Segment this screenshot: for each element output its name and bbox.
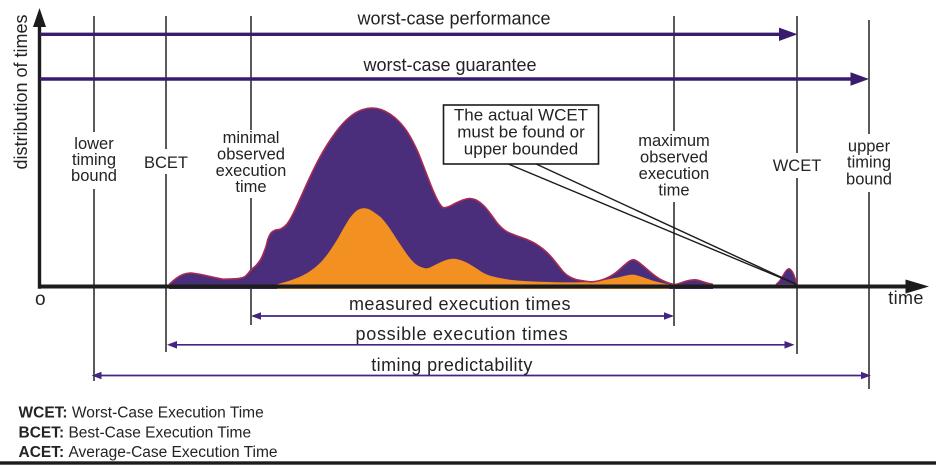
svg-text:observed: observed — [640, 149, 708, 167]
svg-text:time: time — [235, 178, 266, 196]
svg-text:execution: execution — [639, 165, 710, 183]
svg-text:BCET: Best-Case Execution Time: BCET: Best-Case Execution Time — [19, 424, 252, 441]
svg-text:worst-case performance: worst-case performance — [356, 9, 550, 29]
svg-text:execution: execution — [216, 162, 287, 180]
svg-text:upper: upper — [848, 138, 891, 156]
svg-text:WCET: Worst-Case Execution Tim: WCET: Worst-Case Execution Time — [19, 405, 264, 422]
svg-text:worst-case guarantee: worst-case guarantee — [362, 55, 536, 75]
svg-text:observed: observed — [217, 146, 285, 164]
svg-text:BCET: BCET — [144, 154, 188, 172]
svg-text:time: time — [658, 182, 689, 200]
svg-text:time: time — [888, 288, 924, 308]
svg-text:bound: bound — [71, 167, 117, 185]
svg-text:bound: bound — [846, 171, 892, 189]
svg-text:lower: lower — [74, 135, 114, 153]
svg-text:maximum: maximum — [638, 132, 710, 150]
svg-text:measured execution times: measured execution times — [349, 294, 571, 314]
svg-text:upper bounded: upper bounded — [464, 140, 578, 159]
svg-text:must be found or: must be found or — [457, 123, 585, 142]
svg-text:timing predictability: timing predictability — [371, 355, 532, 375]
svg-text:ACET: Average-Case Execution T: ACET: Average-Case Execution Time — [19, 444, 278, 461]
svg-text:The actual WCET: The actual WCET — [454, 106, 588, 125]
svg-text:timing: timing — [72, 151, 116, 169]
svg-text:timing: timing — [847, 154, 891, 172]
svg-text:distribution of times: distribution of times — [11, 14, 31, 169]
svg-text:o: o — [35, 289, 46, 310]
svg-text:minimal: minimal — [223, 129, 280, 147]
svg-text:WCET: WCET — [773, 157, 822, 175]
svg-text:possible execution times: possible execution times — [356, 324, 569, 344]
